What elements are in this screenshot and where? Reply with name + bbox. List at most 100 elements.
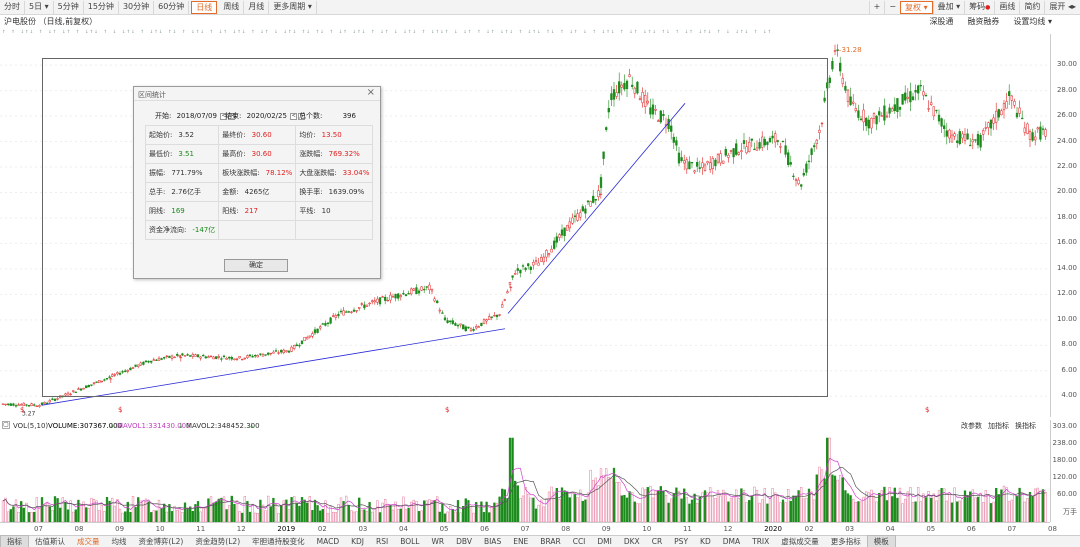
volume-bar	[391, 509, 395, 522]
volume-bar	[64, 501, 67, 522]
volume-bar	[963, 490, 967, 522]
toolbar-btn-1[interactable]: −	[884, 1, 900, 14]
toolbar-btn-0[interactable]: +	[868, 1, 885, 14]
volume-bar	[202, 508, 205, 522]
candle-body	[680, 157, 683, 162]
volume-bar	[22, 507, 25, 522]
ok-button[interactable]: 确定	[224, 259, 288, 272]
low-price-label: 3.27	[22, 411, 36, 417]
indicator-tab-13[interactable]: BIAS	[483, 537, 502, 546]
indicator-tab-10[interactable]: BOLL	[400, 537, 420, 546]
candle-body	[311, 333, 314, 337]
indicator-tab-26[interactable]: 模板	[866, 535, 896, 547]
candle-body	[919, 84, 922, 87]
candle-body	[584, 208, 587, 214]
vol-action-2[interactable]: 换指标	[1015, 422, 1036, 430]
indicator-tab-15[interactable]: BRAR	[540, 537, 561, 546]
volume-bar	[823, 478, 826, 522]
period-9[interactable]: 更多周期 ▾	[269, 0, 317, 14]
chevron-left-icon[interactable]: <	[290, 112, 298, 120]
toolbar-btn-5[interactable]: 画线	[994, 1, 1019, 14]
indicator-tab-22[interactable]: DMA	[722, 537, 741, 546]
period-7[interactable]: 周线	[219, 0, 245, 14]
close-icon[interactable]: ×	[366, 87, 375, 98]
volume-bar	[503, 489, 506, 522]
indicator-tab-14[interactable]: ENE	[513, 537, 529, 546]
volume-bar	[896, 497, 899, 522]
indicator-tab-20[interactable]: PSY	[674, 537, 689, 546]
volume-bar	[818, 466, 821, 522]
volume-bar	[20, 501, 23, 522]
period-6[interactable]: 日线	[191, 0, 218, 14]
volume-bar	[753, 486, 756, 522]
indicator-tab-11[interactable]: WR	[431, 537, 445, 546]
price-tick-9: 12.00	[1056, 289, 1077, 298]
candle-body	[384, 296, 387, 301]
volume-bar	[594, 477, 597, 522]
period-8[interactable]: 月线	[244, 0, 270, 14]
indicator-tab-9[interactable]: RSI	[376, 537, 389, 546]
indicator-tab-23[interactable]: TRIX	[752, 537, 770, 546]
vol-action-1[interactable]: 加指标	[988, 422, 1009, 430]
period-0[interactable]: 分时	[0, 0, 25, 14]
toolbar-btn-6[interactable]: 简约	[1019, 1, 1044, 14]
stats-row: 起始价: 3.52 最终价: 30.60 均价: 13.50	[144, 125, 374, 145]
stats-value: 4265亿	[244, 188, 270, 196]
chevron-right-icon[interactable]: >	[228, 112, 236, 120]
toolbar-btn-7[interactable]: 展开 ◂▸	[1044, 1, 1080, 14]
candle-body	[150, 360, 153, 363]
toolbar-btn-4[interactable]: 筹码●	[964, 1, 994, 14]
candle-body	[646, 100, 649, 104]
indicator-tab-21[interactable]: KD	[700, 537, 711, 546]
candle-body	[212, 356, 215, 360]
period-3[interactable]: 15分钟	[84, 0, 119, 14]
date-tick-12: 07	[520, 525, 530, 533]
volume-bar	[880, 490, 883, 522]
period-1[interactable]: 5日 ▾	[25, 0, 54, 14]
subheader-item-2[interactable]: 设置均线 ▾	[1013, 17, 1052, 26]
candle-body	[254, 355, 257, 357]
volume-bar	[909, 487, 912, 522]
date-tick-18: 2020	[764, 525, 782, 533]
indicator-tab-3[interactable]: 均线	[111, 537, 127, 546]
indicator-tab-18[interactable]: DKX	[623, 537, 640, 546]
vol-action-0[interactable]: 改参数	[961, 422, 982, 430]
candle-body	[597, 190, 600, 198]
period-2[interactable]: 5分钟	[54, 0, 84, 14]
chevron-right-icon[interactable]: >	[298, 112, 306, 120]
candle-body	[898, 106, 902, 110]
volume-bar	[527, 493, 530, 522]
toolbar-btn-2[interactable]: 复权 ▾	[900, 1, 933, 14]
volume-bar	[360, 509, 363, 522]
indicator-tab-12[interactable]: DBV	[456, 537, 472, 546]
candle-body	[963, 134, 967, 141]
chevron-left-icon[interactable]: <	[220, 112, 228, 120]
candle-body	[503, 299, 506, 301]
indicator-tab-7[interactable]: MACD	[316, 537, 340, 546]
indicator-tab-5[interactable]: 资金趋势(L2)	[195, 537, 241, 546]
indicator-tab-0[interactable]: 指标	[0, 535, 29, 547]
indicator-tab-17[interactable]: DMI	[597, 537, 612, 546]
toolbar-btn-3[interactable]: 叠加 ▾	[932, 1, 965, 14]
indicator-tab-1[interactable]: 估值斯认	[35, 537, 65, 546]
selection-range-box	[42, 58, 828, 397]
subheader-item-1[interactable]: 融资融券	[967, 17, 1000, 26]
indicator-tab-2[interactable]: 成交量	[77, 537, 100, 546]
vol-collapse-icon[interactable]: ▢	[2, 421, 10, 429]
indicator-tab-8[interactable]: KDJ	[351, 537, 365, 546]
indicator-tab-25[interactable]: 更多指标	[830, 537, 861, 546]
period-5[interactable]: 60分钟	[154, 0, 190, 14]
period-4[interactable]: 30分钟	[119, 0, 155, 14]
subheader-item-0[interactable]: 深股通	[929, 17, 954, 26]
stats-label: 板块涨跌幅:	[222, 169, 260, 177]
indicator-tab-4[interactable]: 资金博弈(L2)	[138, 537, 184, 546]
indicator-tab-19[interactable]: CR	[651, 537, 663, 546]
candle-body	[971, 139, 974, 143]
indicator-tab-6[interactable]: 牢胆通持股变化	[252, 537, 305, 546]
volume-bar	[51, 510, 54, 522]
indicator-tab-24[interactable]: 虚拟成交量	[781, 537, 819, 546]
candle-body	[670, 125, 673, 132]
indicator-tab-16[interactable]: CCI	[572, 537, 586, 546]
candle-body	[605, 127, 608, 130]
volume-chart[interactable]	[0, 432, 1050, 522]
